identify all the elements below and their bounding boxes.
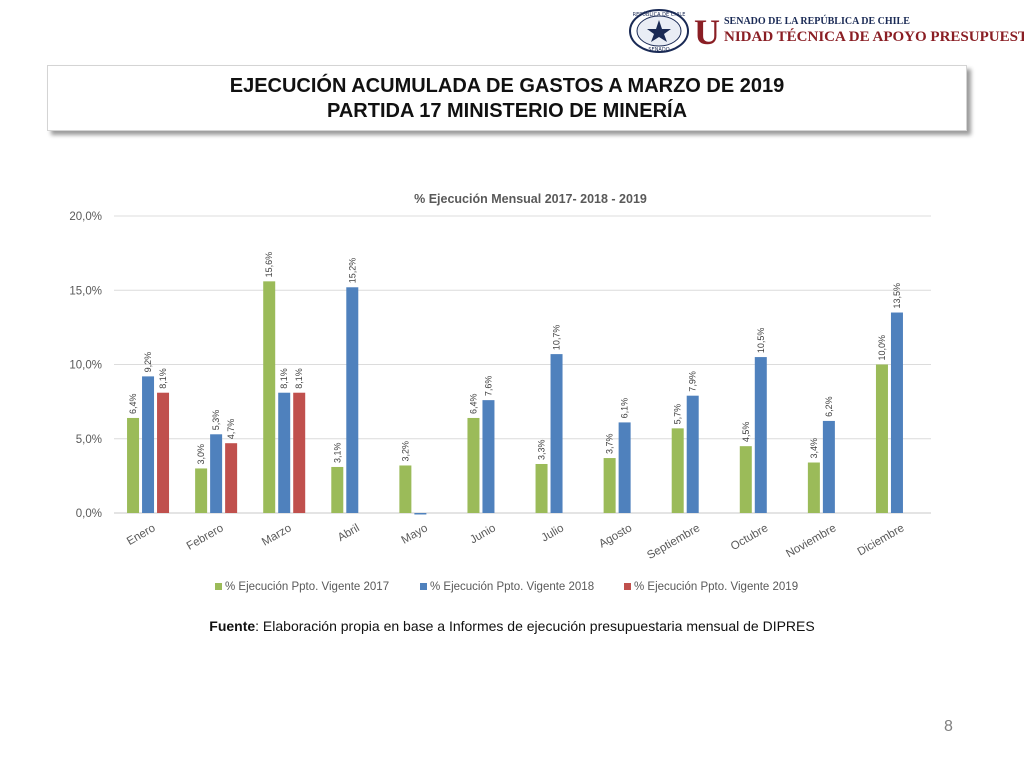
bar-1 bbox=[263, 281, 276, 513]
bar-2 bbox=[754, 357, 767, 513]
data-label: 6,2% bbox=[824, 396, 834, 417]
data-label: 8,1% bbox=[294, 368, 304, 389]
bar-1 bbox=[535, 463, 548, 513]
data-label: 10,7% bbox=[552, 325, 562, 351]
senado-seal-icon: REPÚBLICA DE CHILE SENADO bbox=[629, 9, 689, 53]
page-number: 8 bbox=[944, 718, 953, 735]
data-label: 3,1% bbox=[332, 442, 342, 463]
seal-text-bottom: SENADO bbox=[648, 47, 669, 53]
bar-2 bbox=[890, 312, 903, 513]
data-label: 6,4% bbox=[468, 393, 478, 414]
data-label: 10,5% bbox=[756, 328, 766, 354]
x-tick-label: Julio bbox=[540, 522, 566, 544]
source-text: : Elaboración propia en base a Informes … bbox=[255, 618, 815, 634]
bar-2 bbox=[550, 354, 563, 513]
data-label: 6,4% bbox=[128, 393, 138, 414]
bar-2 bbox=[618, 422, 631, 513]
chart-title: % Ejecución Mensual 2017- 2018 - 2019 bbox=[414, 192, 647, 206]
data-label: 3,7% bbox=[605, 434, 615, 455]
data-label: 15,2% bbox=[347, 258, 357, 284]
bar-1 bbox=[603, 458, 616, 513]
source-note: Fuente: Elaboración propia en base a Inf… bbox=[0, 618, 1024, 634]
source-label: Fuente bbox=[209, 618, 256, 634]
bar-2 bbox=[210, 434, 223, 513]
bar-3 bbox=[157, 392, 170, 513]
x-tick-label: Noviembre bbox=[784, 522, 838, 560]
bar-2 bbox=[482, 400, 495, 513]
x-tick-label: Marzo bbox=[260, 522, 294, 548]
title-box: EJECUCIÓN ACUMULADA DE GASTOS A MARZO DE… bbox=[47, 65, 967, 131]
data-label: 3,4% bbox=[809, 438, 819, 459]
data-label: 7,9% bbox=[688, 371, 698, 392]
bar-2 bbox=[278, 392, 291, 513]
data-label: 3,2% bbox=[400, 441, 410, 462]
x-tick-label: Septiembre bbox=[645, 522, 702, 562]
data-label: 13,5% bbox=[892, 283, 902, 309]
slide-title-line1: EJECUCIÓN ACUMULADA DE GASTOS A MARZO DE… bbox=[229, 75, 785, 97]
bar-chart: % Ejecución Mensual 2017- 2018 - 2019 0,0… bbox=[69, 192, 931, 593]
legend-swatch bbox=[215, 583, 222, 590]
x-tick-label: Octubre bbox=[729, 522, 770, 553]
org-initial: U bbox=[694, 12, 720, 52]
data-label: 4,5% bbox=[741, 422, 751, 443]
bar-1 bbox=[399, 465, 412, 513]
x-tick-label: Febrero bbox=[185, 522, 226, 553]
x-tick-label: Junio bbox=[468, 522, 498, 546]
bar-1 bbox=[807, 462, 820, 513]
data-label: 6,1% bbox=[620, 398, 630, 419]
legend-swatch bbox=[624, 583, 631, 590]
bar-1 bbox=[195, 468, 208, 513]
bar-1 bbox=[467, 417, 480, 513]
y-tick-label: 0,0% bbox=[76, 508, 102, 520]
data-label: 3,0% bbox=[196, 444, 206, 465]
y-tick-label: 10,0% bbox=[69, 360, 102, 372]
data-label: 4,7% bbox=[226, 419, 236, 440]
x-tick-label: Mayo bbox=[400, 522, 430, 546]
slide-title-line2: PARTIDA 17 MINISTERIO DE MINERÍA bbox=[326, 100, 688, 122]
seal-text-top: REPÚBLICA DE CHILE bbox=[633, 11, 686, 18]
legend-swatch bbox=[420, 583, 427, 590]
x-tick-label: Abril bbox=[336, 522, 362, 544]
y-tick-label: 20,0% bbox=[69, 211, 102, 223]
org-name-line1: SENADO DE LA REPÚBLICA DE CHILE bbox=[724, 16, 910, 27]
data-label: 5,3% bbox=[211, 410, 221, 431]
data-label: 5,7% bbox=[673, 404, 683, 425]
data-label: 15,6% bbox=[264, 252, 274, 278]
bar-1 bbox=[671, 428, 684, 513]
x-tick-label: Agosto bbox=[597, 522, 634, 550]
bar-2 bbox=[346, 287, 359, 513]
bar-2 bbox=[822, 420, 835, 513]
bar-1 bbox=[127, 417, 140, 513]
bar-1 bbox=[331, 466, 344, 513]
legend-label: % Ejecución Ppto. Vigente 2018 bbox=[430, 581, 594, 593]
data-label: 9,2% bbox=[143, 352, 153, 373]
org-name-line2: NIDAD TÉCNICA DE APOYO PRESUPUESTARIO bbox=[724, 29, 1024, 45]
data-label: 3,3% bbox=[537, 439, 547, 460]
bar-1 bbox=[739, 446, 752, 513]
bar-3 bbox=[225, 443, 238, 513]
y-tick-label: 5,0% bbox=[76, 434, 102, 446]
data-label: 8,1% bbox=[158, 368, 168, 389]
bar-1 bbox=[875, 364, 888, 513]
data-label: 8,1% bbox=[279, 368, 289, 389]
legend-label: % Ejecución Ppto. Vigente 2017 bbox=[225, 581, 389, 593]
bar-2 bbox=[142, 376, 155, 513]
header-logo: REPÚBLICA DE CHILE SENADO U SENADO DE LA… bbox=[628, 8, 1024, 56]
bar-3 bbox=[293, 392, 306, 513]
bar-2 bbox=[414, 513, 427, 515]
legend-label: % Ejecución Ppto. Vigente 2019 bbox=[634, 581, 798, 593]
y-tick-label: 15,0% bbox=[69, 285, 102, 297]
x-tick-label: Diciembre bbox=[856, 522, 907, 558]
bar-2 bbox=[686, 395, 699, 513]
data-label: 10,0% bbox=[877, 335, 887, 361]
data-label: 7,6% bbox=[483, 376, 493, 397]
x-tick-label: Enero bbox=[125, 522, 158, 548]
